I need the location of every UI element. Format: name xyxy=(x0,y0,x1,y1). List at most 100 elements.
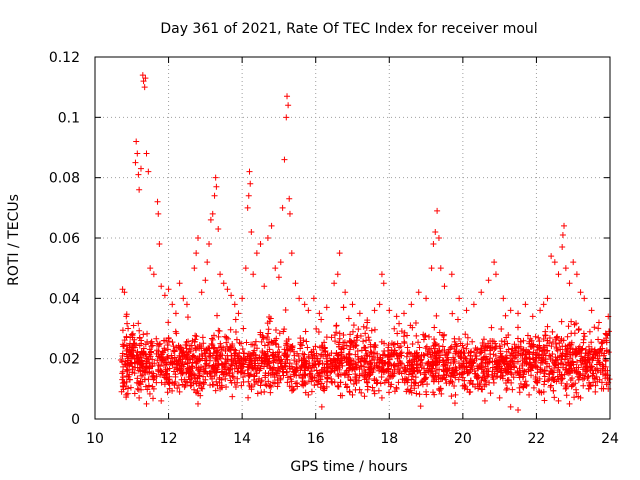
data-point xyxy=(282,362,289,369)
data-point xyxy=(142,350,149,357)
data-point xyxy=(256,375,263,382)
data-point xyxy=(321,339,328,346)
data-point xyxy=(522,350,529,357)
data-point xyxy=(148,370,155,377)
data-point xyxy=(505,331,512,338)
data-point xyxy=(257,241,264,248)
data-point xyxy=(206,241,213,248)
data-point xyxy=(517,338,524,345)
data-point xyxy=(415,289,422,296)
data-point xyxy=(568,318,575,325)
data-point xyxy=(125,325,132,332)
data-point xyxy=(537,307,544,314)
data-point xyxy=(541,373,548,380)
data-point xyxy=(131,390,138,397)
data-point xyxy=(444,367,451,374)
data-point xyxy=(540,355,547,362)
data-point xyxy=(541,397,548,404)
data-point xyxy=(321,349,328,356)
data-point xyxy=(542,332,549,339)
data-point xyxy=(180,361,187,368)
data-point xyxy=(578,353,585,360)
data-point xyxy=(158,283,165,290)
data-point xyxy=(190,352,197,359)
data-point xyxy=(592,382,599,389)
data-point xyxy=(544,323,551,330)
data-point xyxy=(239,295,246,302)
data-point xyxy=(526,349,533,356)
data-point xyxy=(123,333,130,340)
data-point xyxy=(391,341,398,348)
data-point xyxy=(420,331,427,338)
data-point xyxy=(478,356,485,363)
data-point xyxy=(557,346,564,353)
data-point xyxy=(481,377,488,384)
x-tick-label: 14 xyxy=(233,431,251,447)
data-point xyxy=(171,380,178,387)
data-point xyxy=(490,351,497,358)
data-point xyxy=(161,381,168,388)
data-point xyxy=(457,350,464,357)
data-point xyxy=(368,365,375,372)
data-point xyxy=(504,377,511,384)
data-point xyxy=(334,382,341,389)
data-point xyxy=(186,376,193,383)
data-point xyxy=(391,325,398,332)
data-point xyxy=(213,183,220,190)
data-point xyxy=(126,340,133,347)
data-point xyxy=(529,342,536,349)
data-point xyxy=(223,334,230,341)
data-point xyxy=(293,358,300,365)
data-point xyxy=(316,310,323,317)
data-point xyxy=(145,383,152,390)
data-point xyxy=(262,374,269,381)
data-point xyxy=(165,355,172,362)
data-point xyxy=(378,365,385,372)
data-point xyxy=(548,253,555,260)
data-point xyxy=(129,369,136,376)
data-point xyxy=(316,357,323,364)
data-point xyxy=(275,274,282,281)
data-point xyxy=(567,361,574,368)
data-point xyxy=(286,360,293,367)
data-point xyxy=(425,359,432,366)
data-point xyxy=(491,259,498,266)
data-point xyxy=(459,374,466,381)
data-point xyxy=(171,368,178,375)
data-point xyxy=(362,347,369,354)
data-point xyxy=(468,348,475,355)
data-point xyxy=(347,331,354,338)
data-point xyxy=(240,374,247,381)
y-axis-ticks: 0 0.02 0.04 0.06 0.08 0.1 0.12 xyxy=(49,50,610,428)
data-point xyxy=(541,378,548,385)
data-point xyxy=(336,335,343,342)
data-point xyxy=(173,365,180,372)
data-point xyxy=(350,380,357,387)
data-point xyxy=(594,378,601,385)
x-tick-label: 16 xyxy=(307,431,325,447)
data-point xyxy=(337,392,344,399)
data-point xyxy=(241,350,248,357)
data-point xyxy=(390,362,397,369)
data-point xyxy=(212,362,219,369)
data-point xyxy=(402,366,409,373)
data-point xyxy=(554,373,561,380)
data-point xyxy=(220,280,227,287)
data-point xyxy=(442,361,449,368)
data-point xyxy=(290,385,297,392)
data-point xyxy=(371,307,378,314)
data-point xyxy=(200,373,207,380)
data-point xyxy=(303,338,310,345)
data-point xyxy=(215,333,222,340)
data-point xyxy=(270,379,277,386)
data-point xyxy=(580,382,587,389)
data-point xyxy=(464,341,471,348)
data-point xyxy=(232,359,239,366)
data-point xyxy=(223,339,230,346)
data-point xyxy=(213,378,220,385)
data-point xyxy=(229,373,236,380)
data-point xyxy=(470,301,477,308)
data-point xyxy=(585,385,592,392)
data-point xyxy=(220,371,227,378)
data-point xyxy=(579,366,586,373)
